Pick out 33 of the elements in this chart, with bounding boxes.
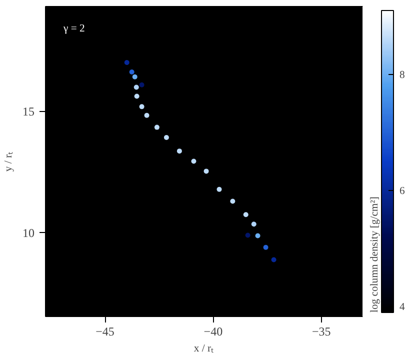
point [139, 82, 144, 88]
point [243, 212, 248, 218]
x-axis-title: x / rₜ [194, 344, 214, 354]
point [154, 124, 160, 130]
x-tick-label: −40 [204, 324, 223, 338]
point [132, 74, 138, 80]
point [263, 244, 268, 250]
point [134, 94, 140, 99]
color-bar-label: 8 [400, 70, 405, 81]
point [216, 186, 222, 192]
point [124, 60, 130, 66]
point [164, 134, 169, 140]
y-tick-label: 15 [22, 104, 34, 119]
point [144, 112, 150, 118]
point [191, 158, 196, 164]
point [251, 222, 256, 227]
color-bar-label: 4 [400, 302, 406, 314]
color-bar-label: 6 [400, 186, 406, 198]
y-tick-label: 10 [22, 226, 34, 240]
point [129, 70, 134, 74]
point [271, 257, 276, 262]
x-tick-label: −35 [312, 324, 331, 338]
point [255, 233, 260, 238]
point [230, 198, 236, 204]
annotation: γ = 2 [62, 24, 85, 34]
point [134, 84, 139, 90]
point [204, 168, 209, 174]
color-bar-title: log column density [g/cm²] [370, 196, 380, 312]
point [245, 232, 250, 238]
y-axis-title: y / rₜ [4, 151, 14, 172]
point [176, 148, 182, 154]
x-tick-label: −45 [96, 324, 114, 338]
point [139, 104, 144, 110]
